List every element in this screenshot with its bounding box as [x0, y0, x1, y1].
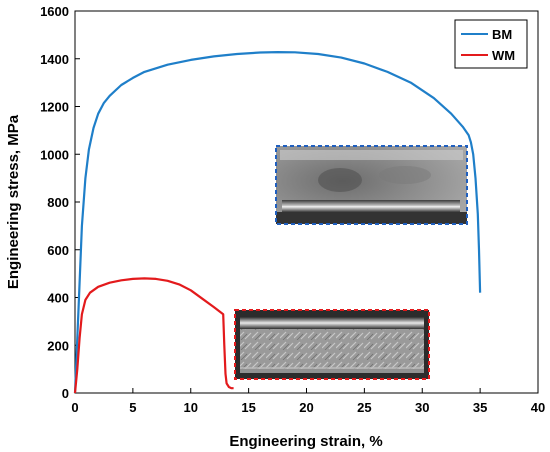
series-line-bm: [73, 50, 482, 394]
x-axis-title: Engineering strain, %: [229, 433, 382, 450]
y-tick-label-1: 200: [47, 338, 69, 353]
x-tick-label-2: 10: [184, 400, 198, 415]
x-tick-label-3: 15: [241, 400, 255, 415]
x-tick-label-4: 20: [299, 400, 313, 415]
y-tick-label-6: 1200: [40, 100, 69, 115]
x-tick-label-5: 25: [357, 400, 371, 415]
y-tick-label-0: 0: [62, 386, 69, 401]
y-axis-title: Engineering stress, MPa: [5, 114, 22, 289]
x-tick-label-7: 35: [473, 400, 487, 415]
x-tick-label-8: 40: [531, 400, 545, 415]
x-axis-ticks: 0 5 10 15 20 25 30 35 40: [71, 388, 545, 415]
x-tick-label-0: 0: [71, 400, 78, 415]
legend-box: [454, 19, 528, 69]
y-tick-label-2: 400: [47, 291, 69, 306]
wm-fracture-micrograph: [234, 309, 430, 380]
x-tick-label-6: 30: [415, 400, 429, 415]
x-tick-label-1: 5: [129, 400, 136, 415]
series-line-wm: [73, 277, 234, 394]
y-axis-ticks: 0 200 400 600 800 1000 1200 1400 1600: [40, 4, 80, 401]
y-tick-label-4: 800: [47, 195, 69, 210]
legend-label-wm: WM: [492, 48, 515, 63]
y-tick-label-8: 1600: [40, 4, 69, 19]
series-layer: [73, 50, 482, 394]
legend-label-bm: BM: [492, 27, 512, 42]
y-tick-label-7: 1400: [40, 52, 69, 67]
y-tick-label-3: 600: [47, 243, 69, 258]
legend: BM WM: [454, 19, 528, 69]
bm-fracture-micrograph: [275, 145, 468, 225]
y-tick-label-5: 1000: [40, 147, 69, 162]
